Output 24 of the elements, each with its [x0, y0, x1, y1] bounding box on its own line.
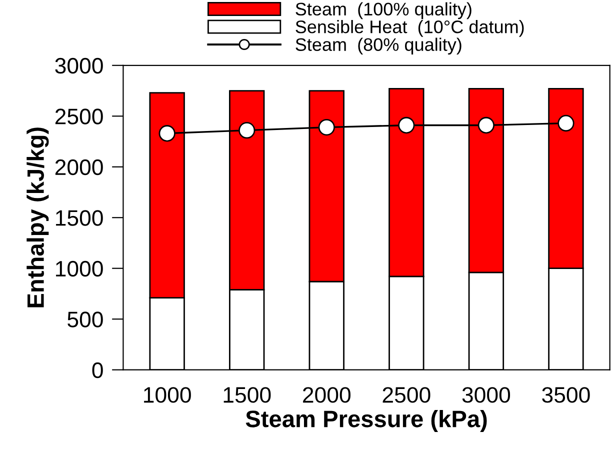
x-tick-label: 1500 [224, 387, 271, 403]
y-tick-label: 2500 [55, 108, 103, 124]
point [158, 125, 176, 142]
x-axis-title: Steam Pressure (kPa) [246, 410, 487, 432]
y-tick-label: 1500 [56, 210, 103, 226]
y-tick-label: 500 [68, 312, 103, 328]
point [238, 122, 256, 139]
point [478, 116, 495, 134]
legend-label: Steam (100% quality) [296, 2, 472, 20]
y-tick-label: 1000 [56, 260, 103, 277]
point [318, 118, 335, 136]
y-tick-label: 2000 [55, 159, 103, 176]
point [558, 114, 574, 132]
y-tick-label: 0 [92, 362, 103, 378]
x-tick-label: 2000 [303, 387, 350, 403]
x-tick-label: 3500 [542, 387, 590, 403]
point [398, 116, 415, 134]
x-tick-label: 3000 [462, 387, 510, 403]
y-axis-title: Enthalpy (kJ/kg) [26, 128, 49, 308]
x-tick-label: 2500 [382, 387, 430, 403]
legend-label: Sensible Heat (10°C datum) [296, 20, 524, 37]
x-tick-label: 1000 [144, 387, 191, 403]
legend-label: Steam (80% quality) [296, 38, 462, 55]
y-tick-label: 3000 [55, 58, 103, 74]
